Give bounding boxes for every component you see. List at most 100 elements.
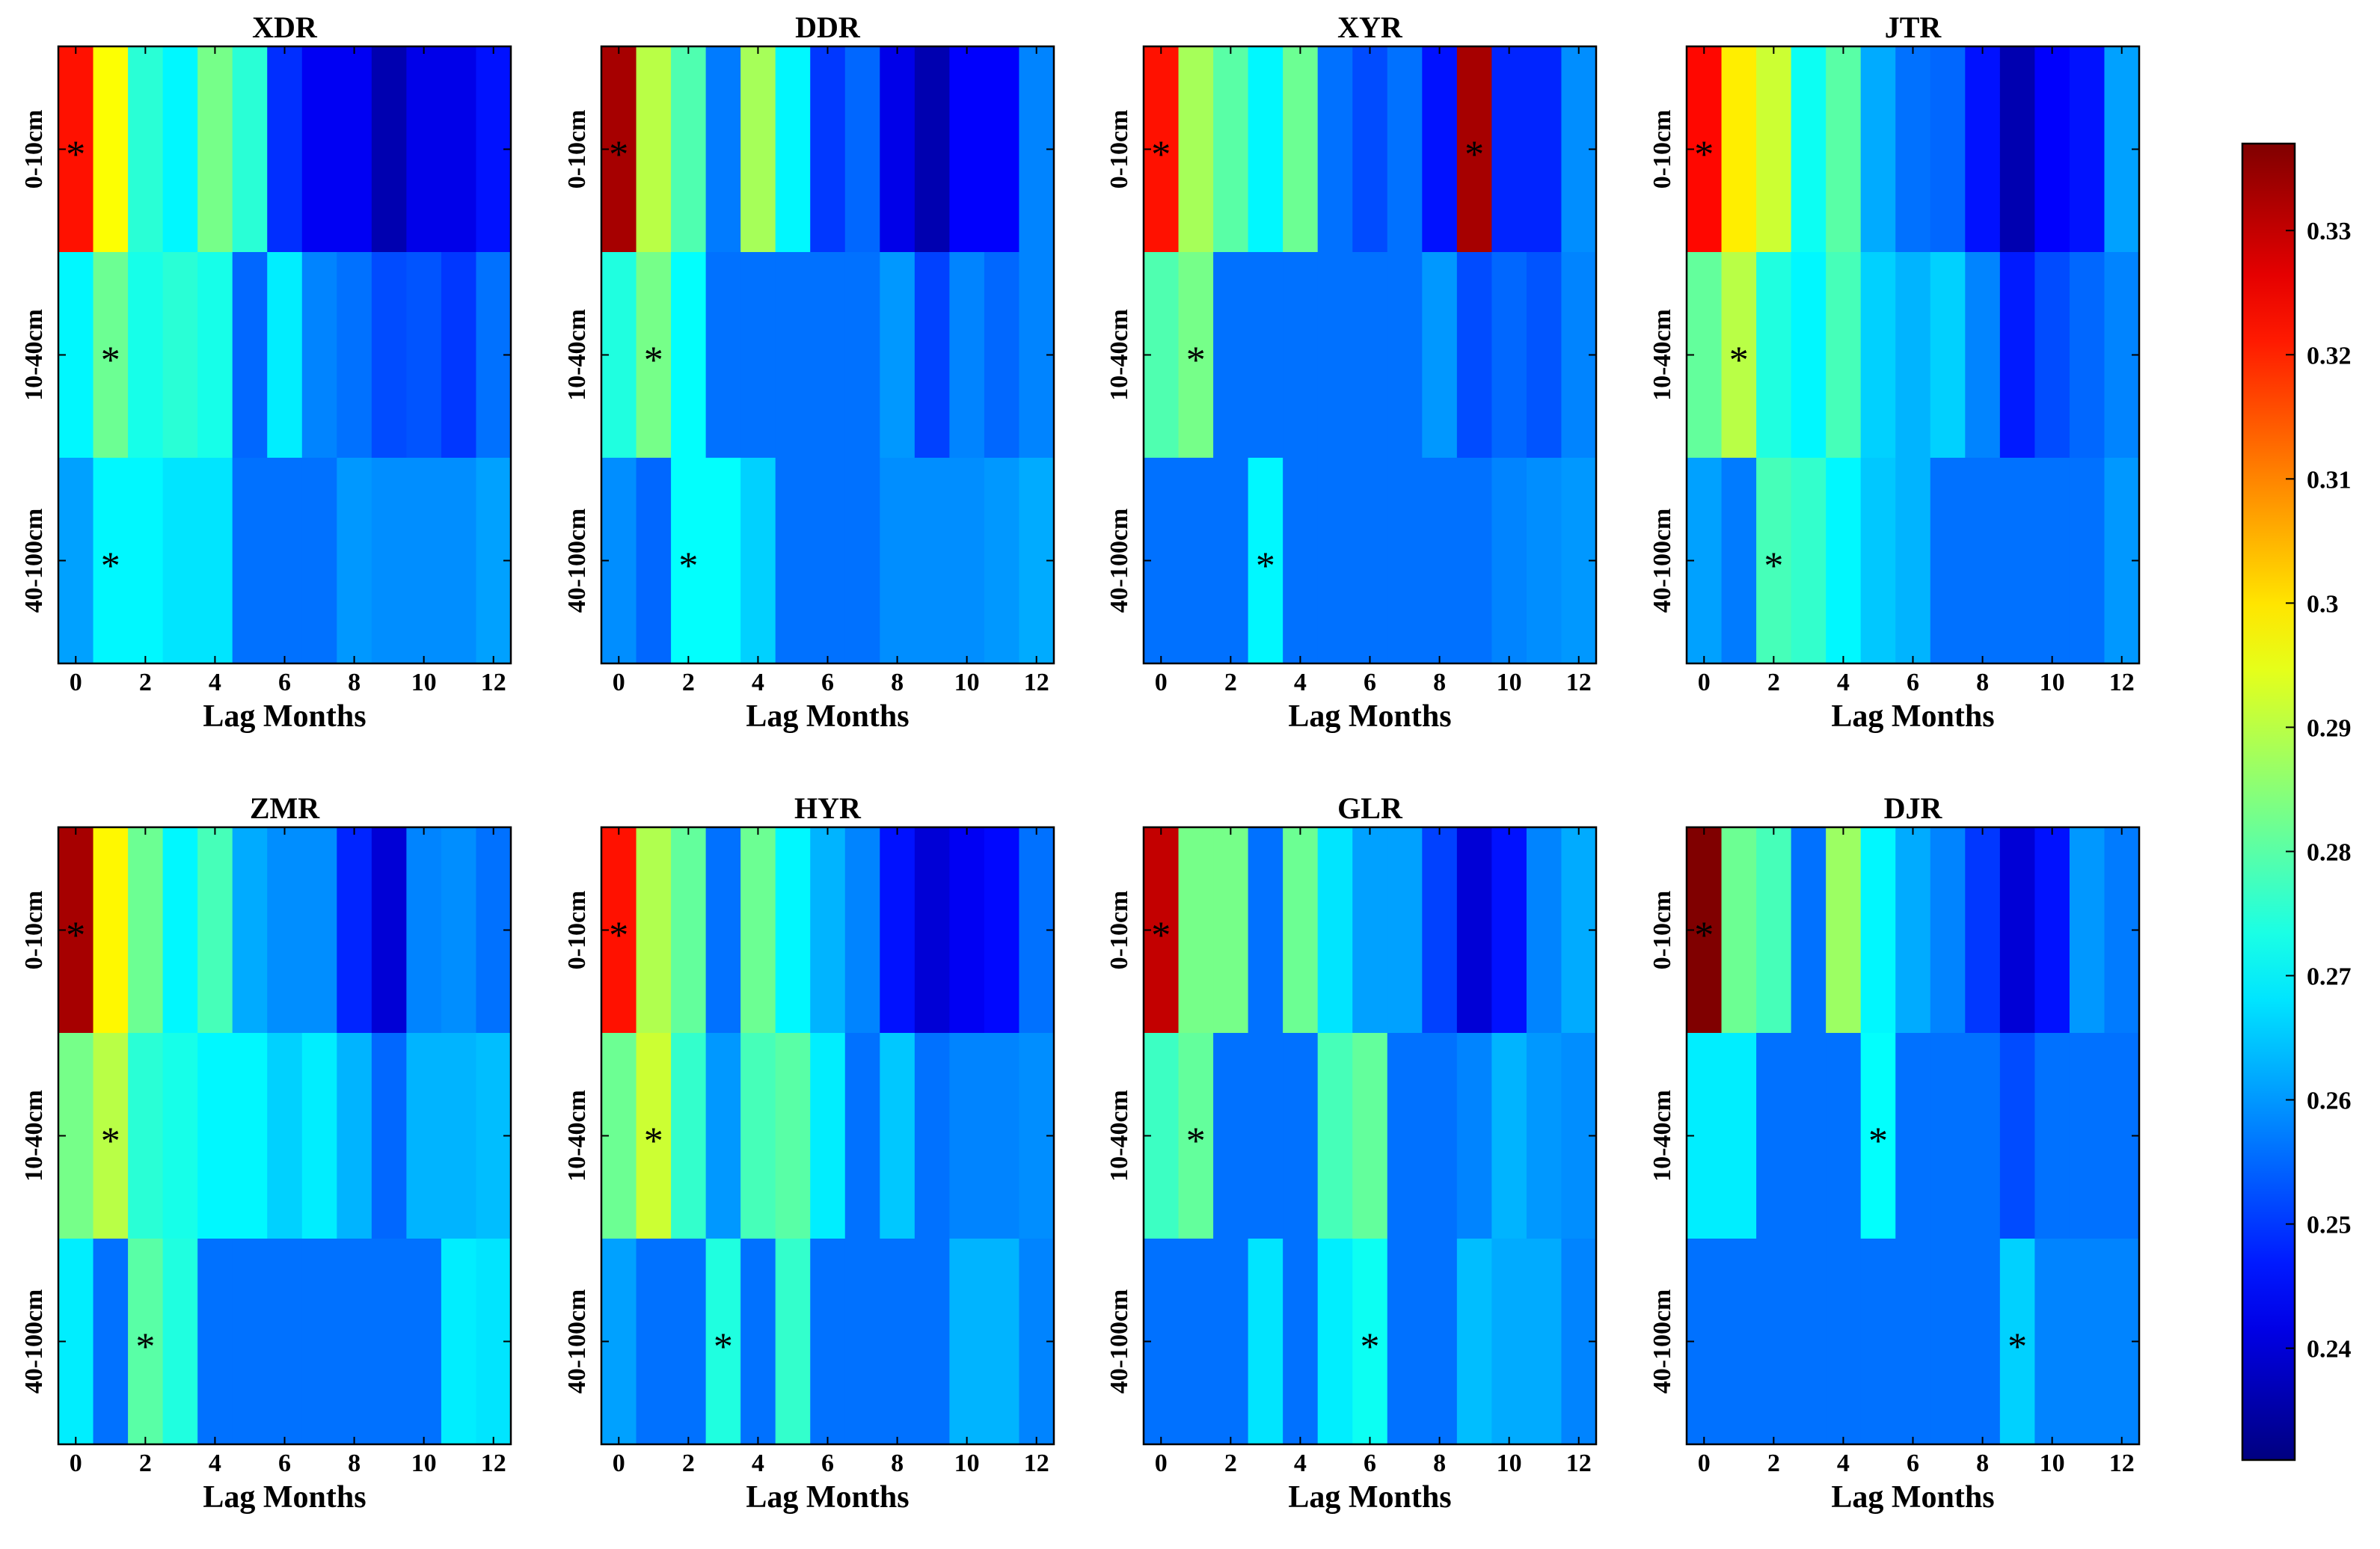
heatmap-cell [949, 46, 985, 253]
heatmap-cell [844, 1033, 880, 1239]
heatmap-cell [1826, 827, 1862, 1034]
heatmap-cell [1248, 458, 1283, 664]
heatmap-cell [705, 1033, 741, 1239]
heatmap-cell [1791, 252, 1827, 458]
heatmap-cell [1491, 458, 1527, 664]
x-tick-label: 0 [70, 669, 82, 696]
heatmap-cell [1999, 252, 2035, 458]
heatmap-cell [1860, 1033, 1896, 1239]
heatmap-cell [1826, 1033, 1862, 1239]
heatmap-cell [810, 827, 846, 1034]
heatmap-cell [1965, 827, 2001, 1034]
heatmap-cell [880, 1033, 915, 1239]
row-label: 0-10cm [1648, 110, 1676, 189]
heatmap-cell [1860, 252, 1896, 458]
heatmap-cell [880, 458, 915, 664]
x-axis-label: Lag Months [746, 1480, 909, 1515]
heatmap-cell [671, 1239, 707, 1445]
heatmap-cell [880, 827, 915, 1034]
heatmap-cell [1826, 1239, 1862, 1445]
row-label: 40-100cm [20, 509, 48, 613]
heatmap-cell [1999, 1033, 2035, 1239]
significance-star: * [1186, 1120, 1206, 1163]
heatmap-cell [1387, 1239, 1423, 1445]
heatmap-cell [441, 1033, 477, 1239]
heatmap-cell [232, 46, 268, 253]
colorbar-tick-label: 0.24 [2307, 1336, 2352, 1364]
heatmap-cell [1283, 46, 1319, 253]
heatmap-cell [128, 1239, 164, 1445]
heatmap-cell [1317, 827, 1353, 1034]
colorbar: 0.24 0.25 0.26 0.27 0.28 0.29 0.3 0.31 0.32 0.33 [2241, 142, 2352, 1461]
heatmap-panel-glr: GLR 0-10cm 10-40cm 40-100cm 0 2 4 6 8 10 12 Lag Mon… [1105, 791, 1598, 1515]
heatmap-cell [1895, 1239, 1931, 1445]
heatmap-cell [1756, 1033, 1792, 1239]
heatmap-cell [2034, 458, 2070, 664]
x-tick-label: 2 [1767, 669, 1780, 696]
heatmap-panel-xdr: XDR 0-10cm 10-40cm 40-100cm 0 2 4 6 8 10 12 Lag Mon… [20, 10, 512, 734]
significance-star: * [1729, 340, 1749, 382]
heatmap-cell [1248, 46, 1283, 253]
heatmap-cell [371, 252, 407, 458]
heatmap-cell [1895, 46, 1931, 253]
heatmap-cell [128, 46, 164, 253]
heatmap-cell [1248, 252, 1283, 458]
heatmap-cell [949, 1033, 985, 1239]
heatmap-cell [1965, 252, 2001, 458]
heatmap-panel-xyr: XYR 0-10cm 10-40cm 40-100cm 0 2 4 6 8 10 12 Lag Mon… [1105, 10, 1598, 734]
heatmap-cell [1826, 46, 1862, 253]
heatmap-cell [267, 252, 303, 458]
heatmap-cell [1387, 827, 1423, 1034]
heatmap-cell [1178, 1033, 1214, 1239]
heatmap-cell [1317, 1239, 1353, 1445]
heatmap-cell [162, 46, 198, 253]
heatmap-cell [1422, 252, 1458, 458]
heatmap-cell [337, 458, 372, 664]
heatmap-cell [1248, 1033, 1283, 1239]
heatmap-cell [1456, 1033, 1492, 1239]
x-tick-label: 6 [1907, 1450, 1919, 1477]
heatmap-cell [705, 46, 741, 253]
heatmap-cell [441, 1239, 477, 1445]
heatmap-cell [1930, 1239, 1966, 1445]
heatmap-cell [1895, 827, 1931, 1034]
heatmap-cell [740, 827, 776, 1034]
heatmap-cell [844, 1239, 880, 1445]
x-axis-label: Lag Months [1831, 1480, 1994, 1515]
heatmap-cell [1895, 1033, 1931, 1239]
heatmap-cell [844, 458, 880, 664]
heatmap-cell [1999, 46, 2035, 253]
heatmap-cell [740, 1033, 776, 1239]
heatmap-cell [2069, 1239, 2105, 1445]
heatmap-cell [406, 1033, 442, 1239]
heatmap-cell [1721, 1239, 1757, 1445]
heatmap-cell [775, 1239, 811, 1445]
significance-star: * [66, 134, 85, 177]
x-tick-label: 10 [2040, 1450, 2065, 1477]
heatmap-cell [844, 46, 880, 253]
significance-star: * [1868, 1120, 1888, 1163]
row-label: 40-100cm [563, 1289, 591, 1394]
heatmap-cell [984, 458, 1020, 664]
heatmap-cell [671, 1033, 707, 1239]
heatmap-cell [636, 46, 672, 253]
heatmap-cell [1860, 46, 1896, 253]
x-tick-label: 10 [1497, 1450, 1522, 1477]
heatmap-cell [1178, 46, 1214, 253]
significance-star: * [678, 545, 698, 588]
heatmap-cell [1213, 1033, 1249, 1239]
heatmap-cell [1422, 46, 1458, 253]
heatmap-cell [406, 46, 442, 253]
x-tick-label: 2 [682, 1450, 695, 1477]
heatmap-cell [671, 827, 707, 1034]
heatmap-cell [949, 252, 985, 458]
x-tick-label: 8 [1976, 669, 1989, 696]
heatmap-cell [1930, 458, 1966, 664]
heatmap-cell [740, 252, 776, 458]
x-tick-label: 10 [2040, 669, 2065, 696]
heatmap-cell [880, 1239, 915, 1445]
heatmap-cell [984, 252, 1020, 458]
heatmap-cell [1756, 1239, 1792, 1445]
heatmap-cell [810, 458, 846, 664]
